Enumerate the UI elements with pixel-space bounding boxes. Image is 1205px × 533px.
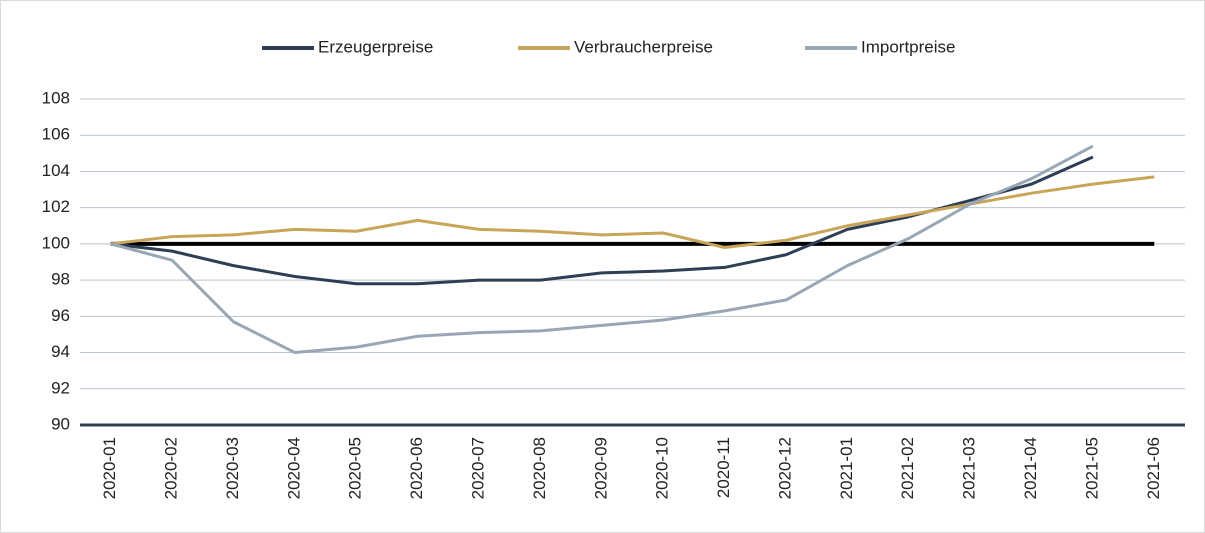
x-tick-label: 2021-06 (1144, 437, 1163, 499)
x-tick-label: 2020-07 (469, 437, 488, 499)
legend-label: Importpreise (861, 37, 955, 56)
x-tick-label: 2020-04 (284, 437, 303, 499)
legend-label: Erzeugerpreise (318, 37, 433, 56)
y-tick-label: 92 (51, 378, 70, 397)
x-tick-label: 2020-01 (100, 437, 119, 499)
x-tick-label: 2020-11 (714, 437, 733, 498)
x-tick-label: 2020-06 (407, 437, 426, 499)
series-line (110, 175, 1155, 250)
x-tick-label: 2020-10 (653, 437, 672, 499)
x-tick-label: 2020-03 (223, 437, 242, 499)
y-tick-label: 106 (42, 125, 70, 144)
x-tick-label: 2020-12 (775, 437, 794, 499)
y-tick-label: 104 (42, 161, 70, 180)
x-tick-label: 2020-02 (162, 437, 181, 499)
legend-label: Verbraucherpreise (574, 37, 713, 56)
x-tick-label: 2020-09 (591, 437, 610, 499)
y-tick-label: 90 (51, 414, 70, 433)
x-tick-label: 2020-08 (530, 437, 549, 499)
x-tick-label: 2021-04 (1021, 437, 1040, 499)
y-tick-label: 98 (51, 270, 70, 289)
series-line (110, 144, 1094, 355)
x-tick-label: 2021-05 (1082, 437, 1101, 499)
y-tick-label: 100 (42, 233, 70, 252)
x-tick-label: 2021-02 (898, 437, 917, 499)
x-tick-label: 2021-03 (960, 437, 979, 499)
y-tick-label: 94 (51, 342, 70, 361)
x-tick-label: 2021-01 (837, 437, 856, 499)
y-tick-label: 96 (51, 306, 70, 325)
y-tick-label: 102 (42, 197, 70, 216)
x-tick-label: 2020-05 (346, 437, 365, 499)
y-tick-label: 108 (42, 88, 70, 107)
